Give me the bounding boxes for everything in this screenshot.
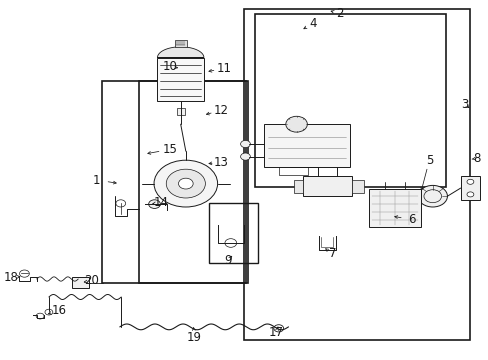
Bar (157, 58, 203, 101)
Text: 11: 11 (216, 62, 231, 75)
Bar (177, 108, 184, 115)
Text: 2: 2 (335, 7, 343, 20)
Bar (174, 40, 186, 47)
Text: 14: 14 (154, 196, 168, 209)
Text: 13: 13 (213, 156, 228, 169)
Bar (139, 81, 246, 283)
Bar (72, 277, 89, 288)
Text: 4: 4 (308, 17, 316, 30)
Circle shape (466, 192, 473, 197)
Text: 5: 5 (425, 154, 432, 167)
Bar (460, 176, 479, 200)
Bar (255, 14, 445, 187)
Circle shape (148, 200, 160, 208)
Bar (351, 180, 364, 193)
Polygon shape (157, 47, 203, 58)
Text: 1: 1 (93, 174, 101, 186)
Circle shape (154, 160, 217, 207)
Text: 9: 9 (224, 255, 231, 267)
Text: 20: 20 (84, 274, 99, 287)
Text: 3: 3 (460, 98, 468, 111)
Bar (264, 124, 349, 167)
Text: 18: 18 (3, 271, 18, 284)
Bar (102, 81, 248, 283)
Circle shape (417, 185, 447, 207)
Circle shape (240, 153, 250, 160)
Text: 16: 16 (51, 304, 66, 317)
Bar (294, 180, 303, 193)
Circle shape (178, 178, 193, 189)
Circle shape (166, 169, 205, 198)
Bar (209, 203, 258, 263)
Text: 7: 7 (328, 247, 336, 260)
Circle shape (285, 116, 306, 132)
Text: 8: 8 (472, 152, 480, 165)
Bar (368, 189, 420, 227)
Bar (303, 176, 351, 196)
Text: 6: 6 (407, 213, 415, 226)
Circle shape (240, 140, 250, 148)
Text: 17: 17 (268, 327, 283, 339)
Text: 10: 10 (163, 60, 177, 73)
Text: 15: 15 (163, 143, 177, 156)
Bar (244, 9, 469, 340)
Text: 12: 12 (213, 104, 228, 117)
Circle shape (466, 179, 473, 184)
Text: 19: 19 (187, 331, 202, 344)
